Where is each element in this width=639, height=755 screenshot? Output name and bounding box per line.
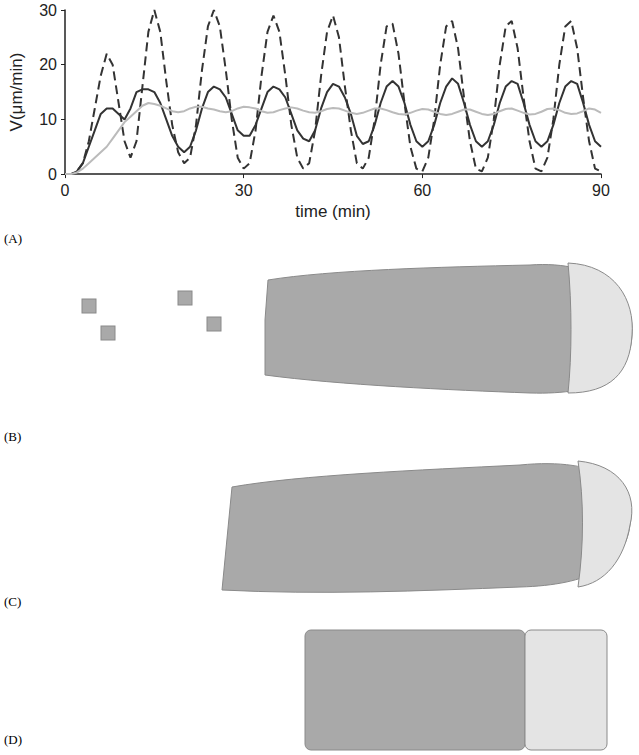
svg-text:(B): (B) (4, 429, 21, 444)
svg-text:(C): (C) (4, 594, 21, 609)
svg-text:0: 0 (61, 182, 70, 199)
svg-text:30: 30 (235, 182, 253, 199)
svg-text:20: 20 (39, 56, 57, 73)
svg-text:time (min): time (min) (295, 202, 371, 221)
svg-text:(D): (D) (4, 732, 22, 747)
svg-text:60: 60 (413, 182, 431, 199)
svg-text:30: 30 (39, 2, 57, 19)
svg-text:V(μm/min): V(μm/min) (7, 53, 26, 132)
svg-text:(A): (A) (4, 231, 22, 246)
svg-text:10: 10 (39, 111, 57, 128)
svg-text:90: 90 (592, 182, 610, 199)
svg-text:0: 0 (48, 166, 57, 183)
